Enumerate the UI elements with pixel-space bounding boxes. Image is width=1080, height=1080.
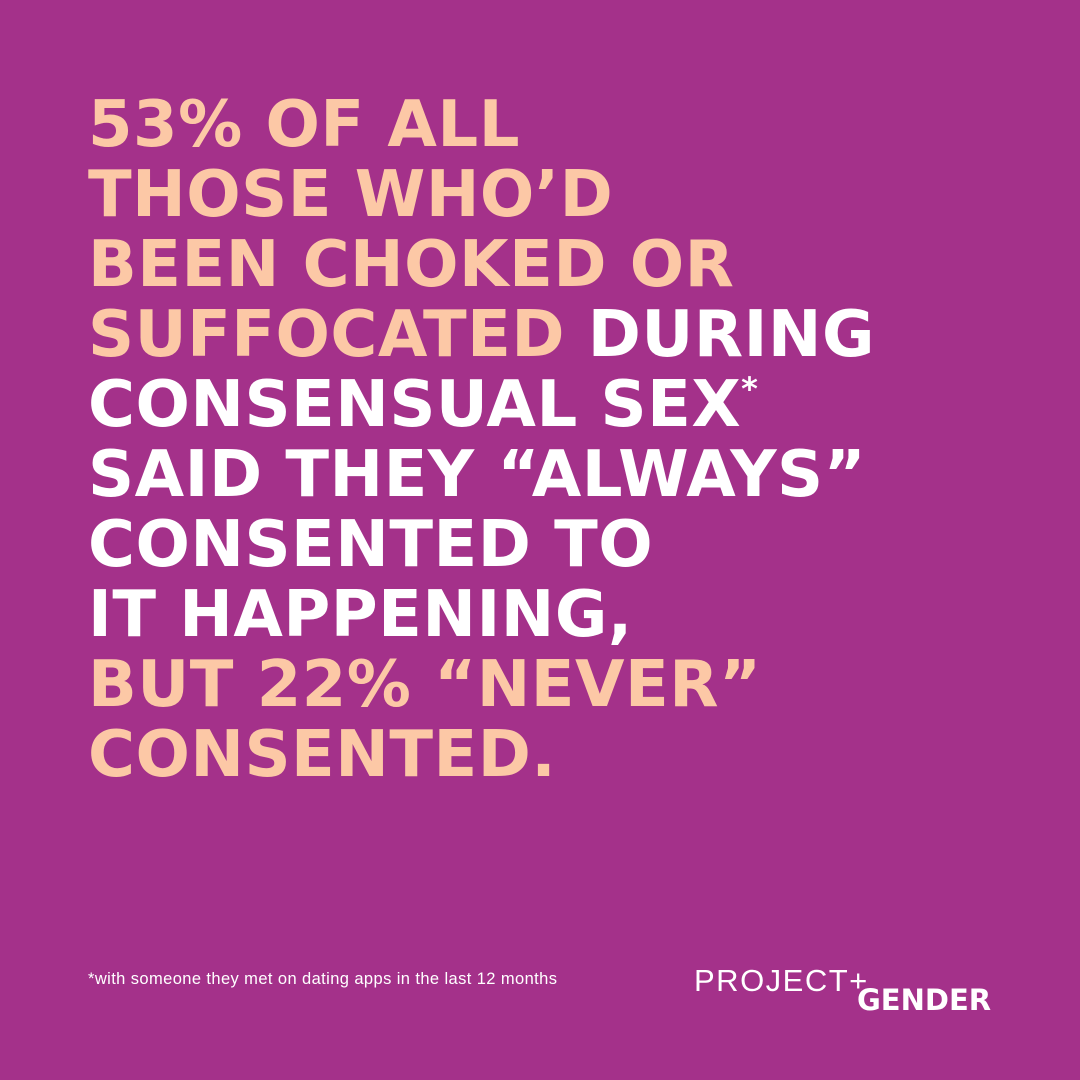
headline: 53% OF ALL THOSE WHO’D BEEN CHOKED OR SU… <box>88 90 1068 790</box>
headline-line-1: 53% OF ALL <box>88 88 520 162</box>
headline-line-4-peach: SUFFOCATED <box>88 298 565 372</box>
headline-line-9: BUT 22% “NEVER” <box>88 648 762 722</box>
headline-line-10: CONSENTED. <box>88 718 557 792</box>
logo-gender-text: GENDER <box>857 983 992 1017</box>
headline-line-5-text: CONSENSUAL SEX <box>88 368 742 442</box>
project-gender-logo: PROJECT+ GENDER <box>694 963 1024 1033</box>
headline-line-3: BEEN CHOKED OR <box>88 228 735 302</box>
headline-line-5: CONSENSUAL SEX* <box>88 370 1068 440</box>
headline-line-2: THOSE WHO’D <box>88 158 614 232</box>
logo-project-text: PROJECT+ <box>694 963 869 998</box>
headline-line-6: SAID THEY “ALWAYS” <box>88 438 867 512</box>
headline-line-4-white: DURING <box>564 298 875 372</box>
footnote: *with someone they met on dating apps in… <box>88 970 558 988</box>
footnote-asterisk: * <box>741 370 759 408</box>
headline-line-8: IT HAPPENING, <box>88 578 633 652</box>
headline-line-4: SUFFOCATED DURING <box>88 300 1068 370</box>
headline-line-7: CONSENTED TO <box>88 508 654 582</box>
